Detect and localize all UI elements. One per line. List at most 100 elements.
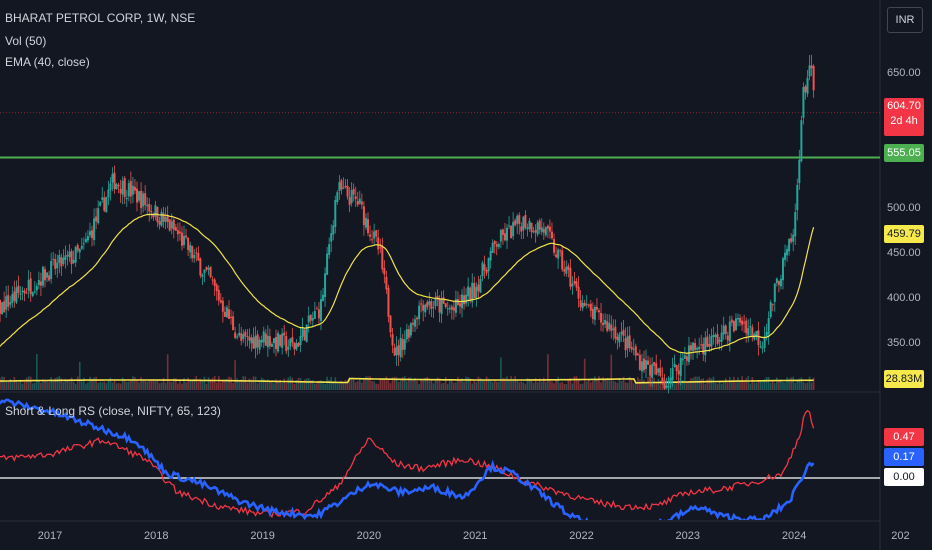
candle-body	[234, 332, 237, 338]
candle	[784, 244, 787, 267]
candle-body	[52, 259, 55, 261]
candle	[397, 339, 400, 366]
volume-bar	[553, 383, 555, 390]
volume-bar	[217, 376, 220, 390]
candle-body	[150, 210, 153, 213]
candle-body	[481, 262, 484, 277]
candle	[250, 334, 253, 352]
candle	[240, 326, 243, 346]
candle	[411, 318, 414, 332]
candle-body	[268, 336, 271, 347]
candle-body	[324, 273, 327, 298]
ema-value-tag: 459.79	[884, 225, 924, 243]
candle-body	[209, 266, 212, 278]
candle	[291, 328, 294, 347]
candle-body	[555, 254, 558, 257]
volume-bar	[753, 382, 756, 390]
candle	[471, 273, 474, 308]
candle-body	[687, 345, 690, 363]
candle-body	[338, 182, 341, 191]
candle	[369, 225, 372, 242]
volume-bar	[438, 378, 441, 390]
candle-body	[21, 290, 24, 293]
candle-body	[74, 247, 77, 263]
volume-bar	[389, 383, 392, 390]
volume-bar	[757, 380, 760, 390]
candle-body	[718, 339, 721, 342]
volume-bar	[774, 383, 776, 390]
volume-bar	[205, 383, 208, 390]
candle	[142, 191, 145, 213]
candlesticks	[0, 54, 815, 394]
volume-bar	[348, 377, 351, 390]
candle-body	[761, 347, 764, 349]
volume-bar	[802, 381, 805, 390]
candle-body	[518, 215, 521, 225]
candle	[677, 363, 680, 385]
candle	[338, 175, 341, 200]
volume-bar	[232, 383, 234, 390]
candle	[35, 283, 38, 296]
volume-bar	[749, 383, 752, 390]
volume-bar	[31, 383, 34, 390]
candle-body	[553, 239, 556, 253]
volume-bar	[318, 380, 320, 390]
symbol-title[interactable]: BHARAT PETROL CORP, 1W, NSE	[5, 11, 196, 25]
volume-bar	[52, 381, 54, 390]
volume-bar	[301, 381, 304, 390]
candle-body	[432, 307, 435, 309]
candle-body	[197, 253, 200, 261]
volume-bar	[700, 379, 703, 390]
candle	[694, 338, 697, 352]
volume-bar	[804, 383, 807, 390]
candle	[516, 213, 519, 235]
candle	[757, 321, 760, 356]
candle	[334, 195, 337, 234]
candle-body	[692, 342, 695, 351]
candle-body	[642, 358, 645, 371]
volume-bar	[238, 381, 241, 390]
candle-body	[700, 344, 703, 346]
volume-bar	[790, 377, 792, 390]
volume-bar	[722, 382, 725, 390]
volume-bar	[19, 379, 22, 390]
volume-bar	[74, 383, 77, 390]
candle	[781, 256, 784, 290]
candle-body	[48, 275, 51, 281]
ema-legend[interactable]: EMA (40, close)	[5, 55, 90, 69]
candle-body	[495, 244, 498, 247]
volume-bar	[248, 378, 251, 390]
candle	[84, 232, 87, 244]
volume-legend[interactable]: Vol (50)	[5, 34, 47, 48]
candle-body	[487, 257, 490, 272]
volume-bar	[373, 381, 375, 390]
candle-body	[270, 343, 273, 347]
candle-body	[532, 231, 535, 233]
volume-bar	[555, 380, 557, 390]
volume-bar	[786, 377, 788, 390]
candle-body	[227, 309, 230, 319]
rs-legend[interactable]: Short & Long RS (close, NIFTY, 65, 123)	[5, 404, 221, 418]
candle	[395, 336, 398, 366]
candle-body	[44, 269, 47, 281]
candle-body	[91, 230, 94, 238]
candle	[771, 303, 774, 312]
candle	[328, 237, 331, 259]
candle	[550, 222, 553, 240]
volume-bar	[600, 382, 602, 390]
candle	[289, 338, 292, 351]
candle	[309, 314, 312, 325]
candle	[23, 288, 26, 302]
volume-bar	[759, 380, 762, 390]
currency-button[interactable]: INR	[887, 7, 923, 33]
volume-bar	[316, 382, 318, 390]
candle-body	[37, 280, 40, 285]
candle	[407, 325, 410, 342]
volume-bar	[285, 382, 288, 390]
volume-bar	[99, 381, 102, 390]
volume-bar	[587, 378, 590, 390]
volume-bar	[342, 382, 345, 390]
candle	[138, 190, 141, 204]
volume-bar	[314, 383, 316, 390]
